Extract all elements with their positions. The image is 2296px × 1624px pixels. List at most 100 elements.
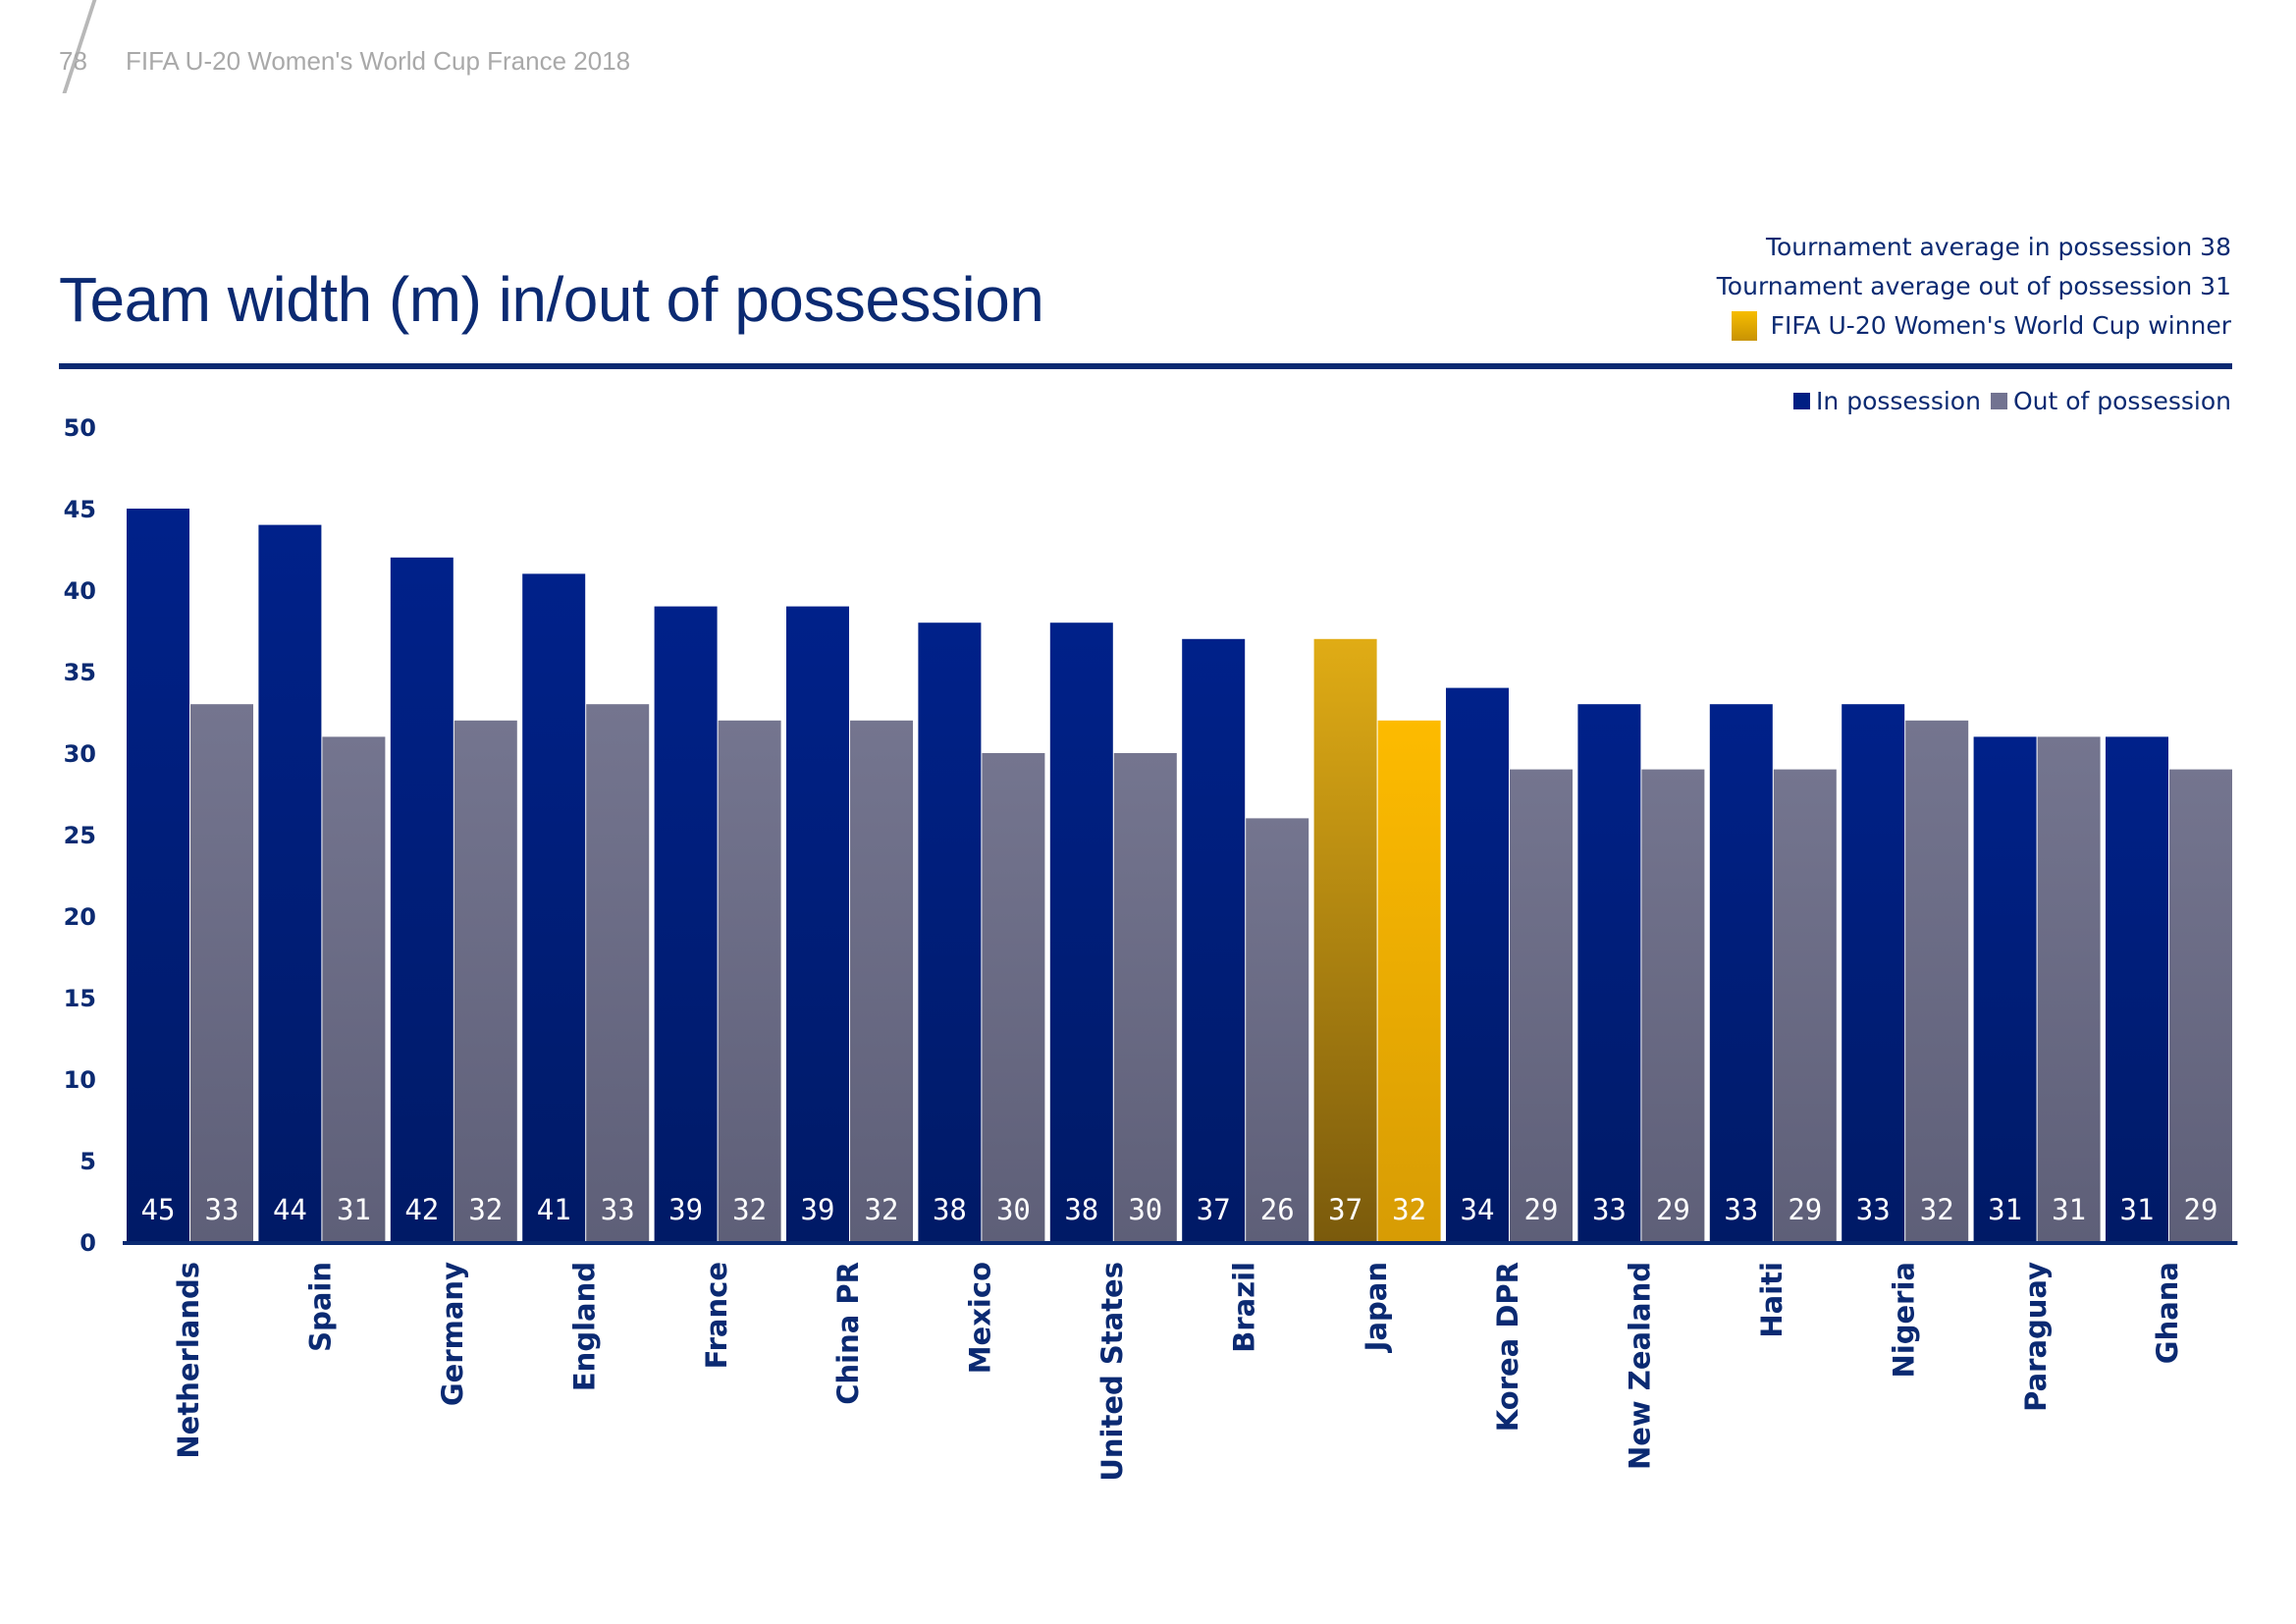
x-tick-label: England bbox=[567, 1262, 601, 1391]
chart-notes: Tournament average in possession 38 Tour… bbox=[1717, 228, 2231, 346]
data-label-out-of-possession: 30 bbox=[996, 1193, 1031, 1226]
tournament-average-out-of-possession: Tournament average out of possession 31 bbox=[1716, 272, 2231, 300]
in-possession-swatch-icon bbox=[1793, 393, 1811, 409]
data-label-out-of-possession: 32 bbox=[732, 1193, 767, 1226]
bar-out-of-possession bbox=[454, 720, 517, 1242]
x-tick-label: Brazil bbox=[1227, 1262, 1260, 1353]
y-tick-label: 0 bbox=[80, 1229, 96, 1257]
bar-group-new-zealand: 33 29 bbox=[1577, 704, 1705, 1242]
bar-group-china-pr: 39 32 bbox=[786, 606, 913, 1242]
x-axis: Netherlands Spain Germany England France Chin… bbox=[123, 1241, 2238, 1482]
bar-in-possession bbox=[1182, 638, 1246, 1242]
x-tick-label: Spain bbox=[304, 1262, 338, 1352]
bar-out-of-possession bbox=[322, 736, 386, 1242]
x-axis-baseline bbox=[123, 1241, 2238, 1245]
data-label-out-of-possession: 31 bbox=[2052, 1193, 2086, 1226]
bar-out-of-possession bbox=[586, 704, 650, 1242]
data-label-out-of-possession: 32 bbox=[1392, 1193, 1426, 1226]
bar-group-ghana: 31 29 bbox=[2106, 736, 2232, 1242]
bar-in-possession bbox=[127, 509, 189, 1242]
bar-group-haiti: 33 29 bbox=[1709, 704, 1837, 1242]
data-label-in-possession: 39 bbox=[668, 1193, 703, 1226]
bar-group-japan: 37 32 bbox=[1313, 638, 1441, 1242]
bar-group-england: 41 33 bbox=[522, 573, 650, 1242]
title-rule bbox=[59, 363, 2232, 369]
bar-in-possession bbox=[786, 606, 849, 1242]
bar-in-possession bbox=[1446, 687, 1509, 1242]
y-tick-label: 5 bbox=[80, 1148, 96, 1175]
y-tick-label: 10 bbox=[64, 1066, 96, 1094]
bar-group-united-states: 38 30 bbox=[1049, 623, 1177, 1242]
y-tick-label: 15 bbox=[64, 985, 96, 1012]
bar-out-of-possession bbox=[1641, 769, 1705, 1242]
data-label-in-possession: 42 bbox=[404, 1193, 439, 1226]
bar-out-of-possession bbox=[718, 720, 781, 1242]
y-tick-label: 25 bbox=[64, 822, 96, 849]
x-tick-label: China PR bbox=[831, 1262, 865, 1405]
data-label-in-possession: 37 bbox=[1197, 1193, 1231, 1226]
data-label-in-possession: 37 bbox=[1328, 1193, 1362, 1226]
data-label-out-of-possession: 30 bbox=[1128, 1193, 1162, 1226]
x-tick-label: Korea DPR bbox=[1491, 1262, 1524, 1432]
bar-in-possession bbox=[522, 573, 586, 1242]
bar-group-france: 39 32 bbox=[654, 606, 781, 1242]
bar-out-of-possession bbox=[982, 753, 1045, 1242]
legend-item-in-possession: In possession bbox=[1793, 387, 1981, 415]
tournament-average-in-possession: Tournament average in possession 38 bbox=[1765, 233, 2231, 261]
legend-item-out-of-possession: Out of possession bbox=[1990, 387, 2231, 415]
bar-in-possession bbox=[390, 557, 454, 1242]
bar-in-possession bbox=[654, 606, 718, 1242]
bar-group-paraguay: 31 31 bbox=[1973, 736, 2101, 1242]
bar-out-of-possession bbox=[1113, 753, 1177, 1242]
bar-group-germany: 42 32 bbox=[390, 557, 517, 1242]
bar-out-of-possession bbox=[190, 704, 253, 1242]
x-tick-label: Nigeria bbox=[1887, 1262, 1920, 1378]
bar-in-possession bbox=[1313, 638, 1377, 1242]
y-tick-label: 50 bbox=[64, 414, 96, 442]
bar-in-possession bbox=[918, 623, 982, 1242]
x-tick-label: United States bbox=[1095, 1262, 1129, 1482]
x-tick-label: Netherlands bbox=[172, 1262, 205, 1459]
bar-out-of-possession bbox=[1510, 769, 1573, 1242]
data-label-out-of-possession: 31 bbox=[337, 1193, 371, 1226]
x-tick-label: New Zealand bbox=[1624, 1262, 1657, 1470]
data-label-in-possession: 31 bbox=[1988, 1193, 2022, 1226]
bar-group-nigeria: 33 32 bbox=[1842, 704, 1969, 1242]
data-label-in-possession: 38 bbox=[933, 1193, 967, 1226]
y-tick-label: 35 bbox=[64, 659, 96, 686]
bar-out-of-possession bbox=[2169, 769, 2232, 1242]
data-label-in-possession: 31 bbox=[2120, 1193, 2155, 1226]
bar-out-of-possession bbox=[1377, 720, 1441, 1242]
data-label-out-of-possession: 26 bbox=[1260, 1193, 1295, 1226]
bar-out-of-possession bbox=[1905, 720, 1969, 1242]
x-tick-label: Japan bbox=[1360, 1262, 1393, 1353]
chart-title: Team width (m) in/out of possession bbox=[59, 264, 1044, 335]
bar-group-korea-dpr: 34 29 bbox=[1446, 687, 1573, 1242]
x-tick-label: France bbox=[700, 1262, 733, 1369]
bar-out-of-possession bbox=[1246, 818, 1309, 1242]
data-label-in-possession: 34 bbox=[1461, 1193, 1495, 1226]
legend-label-out-of-possession: Out of possession bbox=[2012, 387, 2231, 415]
x-tick-label: Ghana bbox=[2151, 1262, 2184, 1364]
data-label-out-of-possession: 33 bbox=[601, 1193, 635, 1226]
bars: 45 33 44 31 42 32 41 33 39 32 39 32 38 30 38 30 37 26 37 32… bbox=[127, 509, 2232, 1242]
y-axis: 0 5 10 15 20 25 30 35 40 45 50 bbox=[64, 414, 96, 1257]
data-label-out-of-possession: 29 bbox=[1788, 1193, 1822, 1226]
bar-in-possession bbox=[258, 524, 322, 1242]
bar-group-netherlands: 45 33 bbox=[127, 509, 253, 1242]
bar-group-brazil: 37 26 bbox=[1182, 638, 1309, 1242]
data-label-in-possession: 45 bbox=[141, 1193, 176, 1226]
y-tick-label: 45 bbox=[64, 496, 96, 523]
out-of-possession-swatch-icon bbox=[1990, 393, 2007, 409]
x-tick-label: Haiti bbox=[1755, 1262, 1789, 1338]
publication-title: FIFA U-20 Women's World Cup France 2018 bbox=[126, 46, 631, 76]
winner-label: FIFA U-20 Women's World Cup winner bbox=[1770, 311, 2231, 340]
data-label-out-of-possession: 32 bbox=[468, 1193, 503, 1226]
bar-out-of-possession bbox=[1773, 769, 1837, 1242]
data-label-out-of-possession: 32 bbox=[865, 1193, 899, 1226]
bar-in-possession bbox=[1973, 736, 2037, 1242]
bar-in-possession bbox=[1842, 704, 1905, 1242]
x-tick-label: Germany bbox=[436, 1262, 469, 1406]
winner-legend: FIFA U-20 Women's World Cup winner bbox=[1717, 306, 2231, 346]
